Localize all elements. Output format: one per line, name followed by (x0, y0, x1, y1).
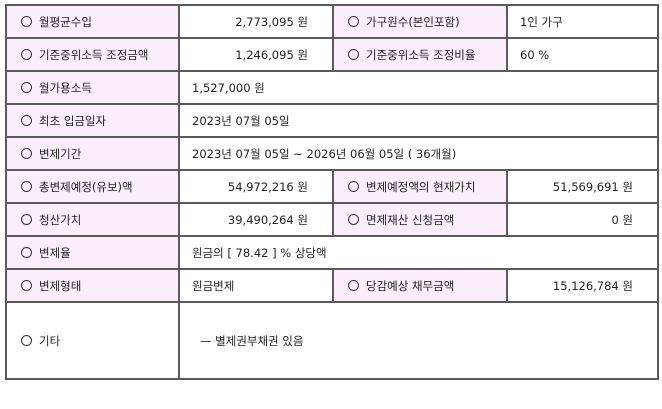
label-text: 가구원수(본인포함) (366, 14, 460, 29)
table-row: 변제율 원금의 [ 78.42 ] % 상당액 (5, 235, 659, 270)
table-row: 월평균수입 2,773,095 원 가구원수(본인포함) 1인 가구 (5, 4, 659, 39)
label-text: 변제율 (39, 245, 71, 260)
value-cell: 39,490,264 원 (178, 202, 334, 237)
label-cell: 기타 (5, 301, 180, 380)
label-cell: 월가용소득 (5, 70, 180, 105)
label-cell: 기준중위소득 조정금액 (5, 37, 180, 72)
label-cell: 당감예상 채무금액 (332, 268, 508, 303)
label-text: 면제재산 신청금액 (366, 212, 455, 227)
value-cell: 15,126,784 원 (506, 268, 659, 303)
table-row: 기준중위소득 조정금액 1,246,095 원 기준중위소득 조정비율 60 % (5, 37, 659, 72)
label-text: 청산가치 (39, 212, 82, 227)
label-cell: 면제재산 신청금액 (332, 202, 508, 237)
label-text: 월평균수입 (39, 14, 92, 29)
table-row: 변제형태 원금변제 당감예상 채무금액 15,126,784 원 (5, 268, 659, 303)
label-cell: 변제율 (5, 235, 180, 270)
circle-bullet-icon (21, 334, 32, 346)
table-row: 월가용소득 1,527,000 원 (5, 70, 659, 105)
circle-bullet-icon (21, 246, 32, 258)
table-row: 최초 입금일자 2023년 07월 05일 (5, 103, 659, 138)
label-cell: 최초 입금일자 (5, 103, 180, 138)
circle-bullet-icon (21, 279, 32, 291)
value-cell: 2023년 07월 05일 (178, 103, 659, 138)
value-cell: 2,773,095 원 (178, 4, 334, 39)
value-cell: 원금변제 (178, 268, 334, 303)
table-row: 변제기간 2023년 07월 05일 ~ 2026년 06월 05일 ( 36개… (5, 136, 659, 171)
label-text: 변제형태 (39, 278, 82, 293)
value-cell: 51,569,691 원 (506, 169, 659, 204)
label-cell: 기준중위소득 조정비율 (332, 37, 508, 72)
value-cell: 1,246,095 원 (178, 37, 334, 72)
table-row: 기타 — 별제권부채권 있음 (5, 301, 659, 380)
label-cell: 변제기간 (5, 136, 180, 171)
circle-bullet-icon (348, 15, 359, 27)
value-cell: 60 % (506, 37, 659, 72)
label-text: 기준중위소득 조정비율 (366, 47, 476, 62)
label-cell: 청산가치 (5, 202, 180, 237)
label-text: 기준중위소득 조정금액 (39, 47, 149, 62)
label-text: 당감예상 채무금액 (366, 278, 455, 293)
circle-bullet-icon (21, 213, 32, 225)
label-text: 기타 (39, 333, 61, 348)
circle-bullet-icon (21, 147, 32, 159)
table-row: 총변제예정(유보)액 54,972,216 원 변제예정액의 현재가치 51,5… (5, 169, 659, 204)
circle-bullet-icon (21, 180, 32, 192)
circle-bullet-icon (21, 48, 32, 60)
circle-bullet-icon (348, 213, 359, 225)
circle-bullet-icon (21, 81, 32, 93)
label-text: 변제예정액의 현재가치 (366, 179, 476, 194)
label-cell: 변제예정액의 현재가치 (332, 169, 508, 204)
value-cell: 원금의 [ 78.42 ] % 상당액 (178, 235, 659, 270)
label-text: 총변제예정(유보)액 (39, 179, 133, 194)
table-row: 청산가치 39,490,264 원 면제재산 신청금액 0 원 (5, 202, 659, 237)
label-text: 변제기간 (39, 146, 82, 161)
value-cell: — 별제권부채권 있음 (178, 301, 659, 380)
circle-bullet-icon (21, 114, 32, 126)
value-cell: 0 원 (506, 202, 659, 237)
circle-bullet-icon (21, 15, 32, 27)
value-cell: 1,527,000 원 (178, 70, 659, 105)
circle-bullet-icon (348, 279, 359, 291)
label-text: 최초 입금일자 (39, 113, 107, 128)
circle-bullet-icon (348, 180, 359, 192)
label-cell: 변제형태 (5, 268, 180, 303)
label-cell: 가구원수(본인포함) (332, 4, 508, 39)
label-cell: 총변제예정(유보)액 (5, 169, 180, 204)
value-cell: 54,972,216 원 (178, 169, 334, 204)
label-cell: 월평균수입 (5, 4, 180, 39)
value-cell: 1인 가구 (506, 4, 659, 39)
label-text: 월가용소득 (39, 80, 92, 95)
circle-bullet-icon (348, 48, 359, 60)
repayment-summary-table: 월평균수입 2,773,095 원 가구원수(본인포함) 1인 가구 기준중위소… (5, 4, 659, 380)
value-cell: 2023년 07월 05일 ~ 2026년 06월 05일 ( 36개월) (178, 136, 659, 171)
